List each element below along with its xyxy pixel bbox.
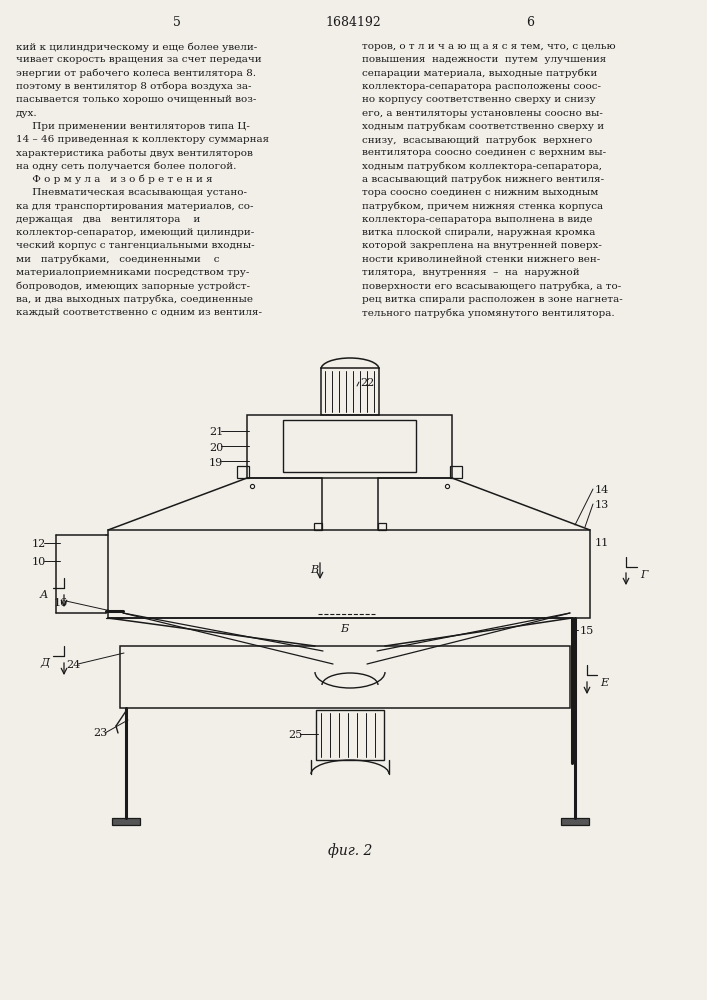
Text: 21: 21 [209,427,223,437]
Text: а всасывающий патрубок нижнего вентиля-: а всасывающий патрубок нижнего вентиля- [362,175,604,184]
Text: Ф о р м у л а   и з о б р е т е н и я: Ф о р м у л а и з о б р е т е н и я [16,175,213,184]
Text: 22: 22 [360,378,374,388]
Text: поверхности его всасывающего патрубка, а то-: поверхности его всасывающего патрубка, а… [362,281,621,291]
Text: 19: 19 [209,458,223,468]
Text: бопроводов, имеющих запорные устройст-: бопроводов, имеющих запорные устройст- [16,281,250,291]
Text: материалоприемниками посредством тру-: материалоприемниками посредством тру- [16,268,250,277]
Bar [112,818,140,825]
Bar [283,420,416,472]
Text: ка для транспортирования материалов, со-: ка для транспортирования материалов, со- [16,202,254,211]
Text: Б: Б [340,624,348,634]
Text: 11: 11 [595,538,609,548]
Text: 16: 16 [54,598,69,608]
Text: ва, и два выходных патрубка, соединенные: ва, и два выходных патрубка, соединенные [16,295,253,304]
Text: ходным патрубком коллектора-сепаратора,: ходным патрубком коллектора-сепаратора, [362,162,602,171]
Text: пасывается только хорошо очищенный воз-: пасывается только хорошо очищенный воз- [16,95,257,104]
Text: рец витка спирали расположен в зоне нагнета-: рец витка спирали расположен в зоне нагн… [362,295,623,304]
Text: 23: 23 [93,728,107,738]
Text: торов, о т л и ч а ю щ а я с я тем, что, с целью: торов, о т л и ч а ю щ а я с я тем, что,… [362,42,616,51]
Text: тилятора,  внутренняя  –  на  наружной: тилятора, внутренняя – на наружной [362,268,580,277]
Text: Г: Г [640,570,648,580]
Bar [108,530,590,618]
Text: кий к цилиндрическому и еще более увели-: кий к цилиндрическому и еще более увели- [16,42,257,51]
Bar [247,415,452,478]
Text: тора соосно соединен с нижним выходным: тора соосно соединен с нижним выходным [362,188,598,197]
Text: чивает скорость вращения за счет передачи: чивает скорость вращения за счет передач… [16,55,262,64]
Text: 10: 10 [32,557,46,567]
Bar [450,466,462,478]
Text: 14: 14 [595,485,609,495]
Text: В: В [310,565,318,575]
Bar [120,646,570,708]
Text: дух.: дух. [16,108,37,117]
Text: Д: Д [40,658,49,668]
Text: снизу,  всасывающий  патрубок  верхнего: снизу, всасывающий патрубок верхнего [362,135,592,145]
Bar [314,523,322,530]
Text: 15: 15 [580,626,595,636]
Text: держащая   два   вентилятора    и: держащая два вентилятора и [16,215,200,224]
Text: А: А [40,590,48,600]
Text: витка плоской спирали, наружная кромка: витка плоской спирали, наружная кромка [362,228,595,237]
Text: ческий корпус с тангенциальными входны-: ческий корпус с тангенциальными входны- [16,241,255,250]
Text: ми   патрубками,   соединенными    с: ми патрубками, соединенными с [16,255,219,264]
Bar [378,523,386,530]
Text: 24: 24 [66,660,81,670]
Text: которой закреплена на внутренней поверх-: которой закреплена на внутренней поверх- [362,241,602,250]
Text: патрубком, причем нижняя стенка корпуса: патрубком, причем нижняя стенка корпуса [362,202,603,211]
Text: ходным патрубкам соответственно сверху и: ходным патрубкам соответственно сверху и [362,122,604,131]
Text: фиг. 2: фиг. 2 [328,843,372,858]
Text: на одну сеть получается более пологой.: на одну сеть получается более пологой. [16,162,236,171]
Text: 14 – 46 приведенная к коллектору суммарная: 14 – 46 приведенная к коллектору суммарн… [16,135,269,144]
Text: характеристика работы двух вентиляторов: характеристика работы двух вентиляторов [16,148,253,158]
Text: его, а вентиляторы установлены соосно вы-: его, а вентиляторы установлены соосно вы… [362,108,603,117]
Bar [321,368,379,415]
Text: 12: 12 [32,539,46,549]
Bar [237,466,249,478]
Text: 25: 25 [288,730,303,740]
Text: но корпусу соответственно сверху и снизу: но корпусу соответственно сверху и снизу [362,95,595,104]
Text: тельного патрубка упомянутого вентилятора.: тельного патрубка упомянутого вентилятор… [362,308,614,318]
Text: энергии от рабочего колеса вентилятора 8.: энергии от рабочего колеса вентилятора 8… [16,69,256,78]
Text: поэтому в вентилятор 8 отбора воздуха за-: поэтому в вентилятор 8 отбора воздуха за… [16,82,252,91]
Text: 6: 6 [526,15,534,28]
Text: коллектора-сепаратора расположены соос-: коллектора-сепаратора расположены соос- [362,82,601,91]
Text: ности криволинейной стенки нижнего вен-: ности криволинейной стенки нижнего вен- [362,255,600,264]
Text: каждый соответственно с одним из вентиля-: каждый соответственно с одним из вентиля… [16,308,262,317]
Bar [316,710,384,760]
Text: Пневматическая всасывающая устано-: Пневматическая всасывающая устано- [16,188,247,197]
Text: коллектор-сепаратор, имеющий цилиндри-: коллектор-сепаратор, имеющий цилиндри- [16,228,255,237]
Text: повышения  надежности  путем  улучшения: повышения надежности путем улучшения [362,55,606,64]
Text: 1684192: 1684192 [325,15,381,28]
Text: Е: Е [600,678,608,688]
Text: 20: 20 [209,443,223,453]
Bar [561,818,589,825]
Text: При применении вентиляторов типа Ц-: При применении вентиляторов типа Ц- [16,122,250,131]
Text: 5: 5 [173,15,181,28]
Text: вентилятора соосно соединен с верхним вы-: вентилятора соосно соединен с верхним вы… [362,148,606,157]
Text: 13: 13 [595,500,609,510]
Text: коллектора-сепаратора выполнена в виде: коллектора-сепаратора выполнена в виде [362,215,592,224]
Text: сепарации материала, выходные патрубки: сепарации материала, выходные патрубки [362,69,597,78]
